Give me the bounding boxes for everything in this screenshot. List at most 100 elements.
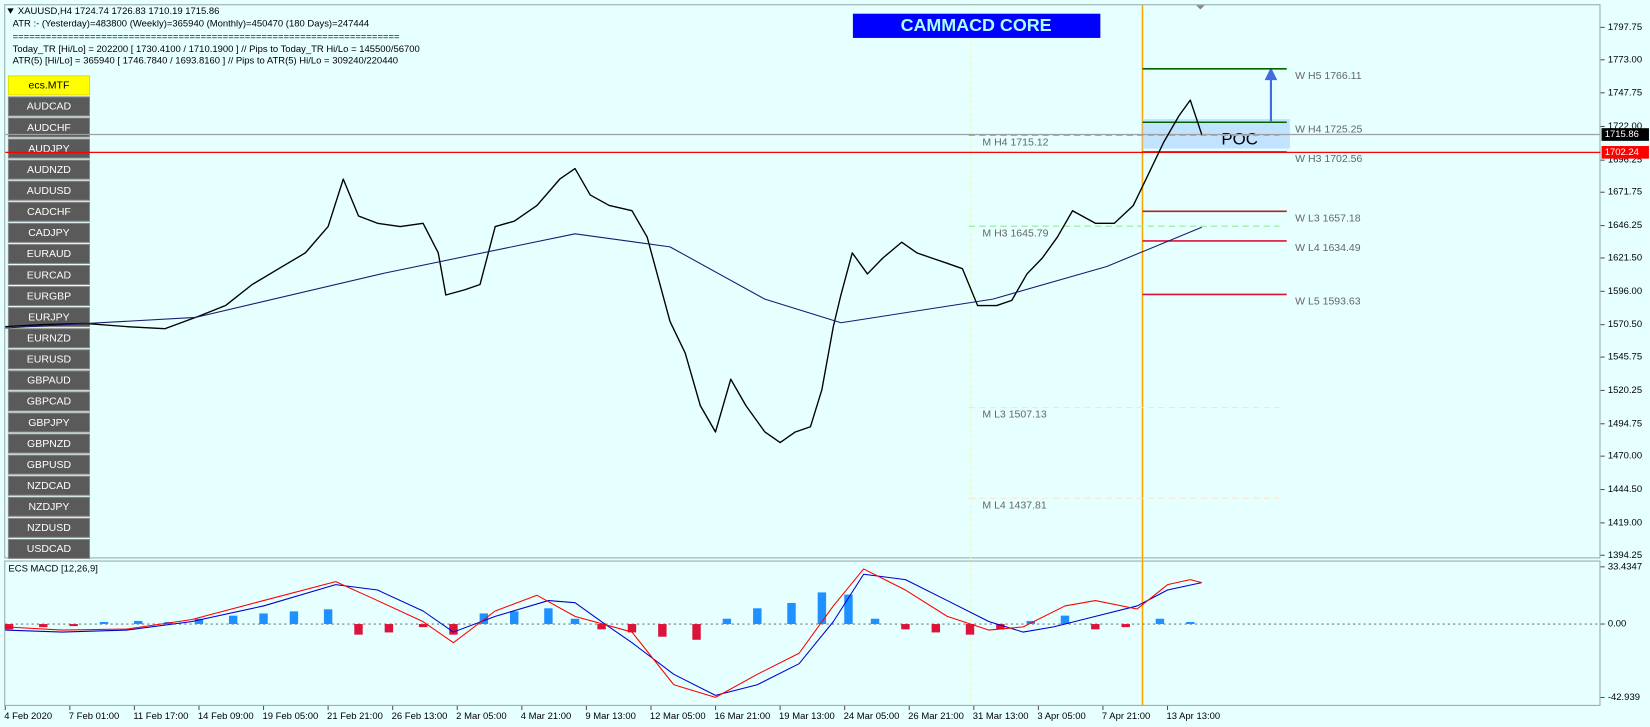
symbol-buttons: ecs.MTF AUDCAD AUDCHF AUDJPY AUDNZD AUDUSD CAD… [7,75,91,559]
y-tick-label: 1545.75 [1608,352,1642,363]
y-tick-label: 1773.00 [1608,54,1642,65]
histogram-bar [870,618,880,625]
symbol-button[interactable] [7,286,91,307]
histogram-bar [323,609,333,625]
x-tick-label: 26 Mar 21:00 [908,711,964,722]
y-tick-label: 1646.25 [1608,220,1642,231]
x-tick-label: 21 Feb 21:00 [327,711,383,722]
symbol-button[interactable] [7,391,91,412]
symbol-button-label[interactable]: GBPAUD [27,375,71,387]
symbol-button[interactable] [7,138,91,159]
poc-zone [1142,119,1290,149]
symbol-button-label[interactable]: USDCAD [27,543,72,555]
symbol-button-label[interactable]: GBPUSD [27,459,72,471]
x-tick-label: 19 Mar 13:00 [779,711,835,722]
symbol-button-label[interactable]: ecs.MTF [29,80,70,92]
histogram-bar [510,611,519,625]
series-line [5,568,1202,698]
x-tick-label: 3 Apr 05:00 [1037,711,1085,722]
symbol-button-label[interactable]: AUDUSD [27,185,72,197]
symbol-button[interactable] [7,96,91,117]
symbol-button-label[interactable]: NZDCAD [27,480,71,492]
symbol-button[interactable] [7,328,91,349]
symbol-button-label[interactable]: EURNZD [27,333,71,345]
symbol-button-label[interactable]: GBPNZD [27,438,71,450]
symbol-button-label[interactable]: NZDJPY [29,501,70,513]
histogram-bar [384,624,394,633]
histogram-bar [354,624,363,635]
symbol-button[interactable] [7,159,91,180]
symbol-button[interactable] [7,117,91,138]
symbol-button[interactable] [7,307,91,328]
symbol-button-label[interactable]: EURUSD [27,354,72,366]
symbol-button-label[interactable]: CADJPY [28,227,69,239]
symbol-button-label[interactable]: GBPJPY [28,417,69,429]
level-label: M H3 1645.79 [982,227,1048,239]
y-tick-label: 0.00 [1608,619,1626,630]
symbol-button-label[interactable]: GBPCAD [27,396,72,408]
histogram-bar [627,624,637,633]
header-arrow [7,8,14,14]
symbol-button[interactable] [7,201,91,222]
header-atr5: ATR(5) [Hi/Lo] = 365940 [ 1746.7840 / 16… [13,56,398,67]
symbol-button[interactable] [7,433,91,454]
symbol-button[interactable] [7,180,91,201]
histogram-bar [753,608,762,625]
symbol-button[interactable] [7,75,91,96]
symbol-button-label[interactable]: EURCAD [27,269,72,281]
symbol-button[interactable] [7,496,91,517]
symbol-button[interactable] [7,222,91,243]
x-tick-label: 11 Feb 17:00 [133,711,188,722]
symbol-button[interactable] [7,517,91,538]
y-tick-label: 1470.00 [1608,451,1642,462]
histogram-bar [722,618,732,625]
header-today: Today_TR [Hi/Lo] = 202200 [ 1730.4100 / … [13,44,420,55]
histogram-bar [133,620,143,625]
symbol-button-label[interactable]: AUDCAD [27,101,72,113]
symbol-button-label[interactable]: EURJPY [28,311,69,323]
symbol-button-label[interactable]: AUDNZD [27,164,71,176]
symbol-button[interactable] [7,370,91,391]
histogram-bar [1155,618,1165,625]
histogram-bar [449,624,458,635]
histogram-bar [996,624,1005,630]
x-tick-label: 24 Mar 05:00 [844,711,900,722]
histogram-bar [817,592,827,625]
symbol-button[interactable] [7,349,91,370]
level-label: M H4 1715.12 [982,137,1048,149]
symbol-button-label[interactable]: EURAUD [27,248,72,260]
symbol-button-label[interactable]: AUDJPY [28,143,69,155]
poc-label: POC [1221,130,1258,149]
symbol-button[interactable] [7,538,91,559]
symbol-button-label[interactable]: CADCHF [27,206,71,218]
y-tick-label: 1419.00 [1608,517,1642,528]
symbol-button[interactable] [7,412,91,433]
y-tick-label: -42.939 [1608,692,1640,703]
y-tick-label: 1621.50 [1608,252,1642,263]
symbol-button[interactable] [7,243,91,264]
histogram-bar [1091,624,1100,630]
banner-text: CAMMACD CORE [901,15,1052,35]
header-atr: ATR :- (Yesterday)=483800 (Weekly)=36594… [13,19,370,30]
symbol-button[interactable] [7,264,91,286]
symbol-button-label[interactable]: EURGBP [27,290,71,302]
symbol-button[interactable] [7,475,91,496]
histogram-bar [544,608,553,625]
x-tick-label: 9 Mar 13:00 [585,711,636,722]
y-tick-label: 33.4347 [1608,561,1642,572]
header-symbol: XAUUSD,H4 1724.74 1726.83 1710.19 1715.8… [18,6,220,17]
symbol-button-label[interactable]: NZDUSD [27,522,71,534]
x-tick-label: 4 Feb 2020 [4,711,52,722]
y-tick-label: 1747.75 [1608,87,1642,98]
symbol-button-label[interactable]: AUDCHF [27,122,71,134]
histogram-bar [931,624,941,633]
x-tick-label: 4 Mar 21:00 [521,711,572,722]
macd-panel-border [4,560,1601,706]
x-tick-label: 26 Feb 13:00 [392,711,448,722]
y-tick-label: 1696.25 [1608,155,1642,166]
symbol-button[interactable] [7,454,91,475]
x-tick-label: 2 Mar 05:00 [456,711,507,722]
histogram-bar [597,624,606,630]
